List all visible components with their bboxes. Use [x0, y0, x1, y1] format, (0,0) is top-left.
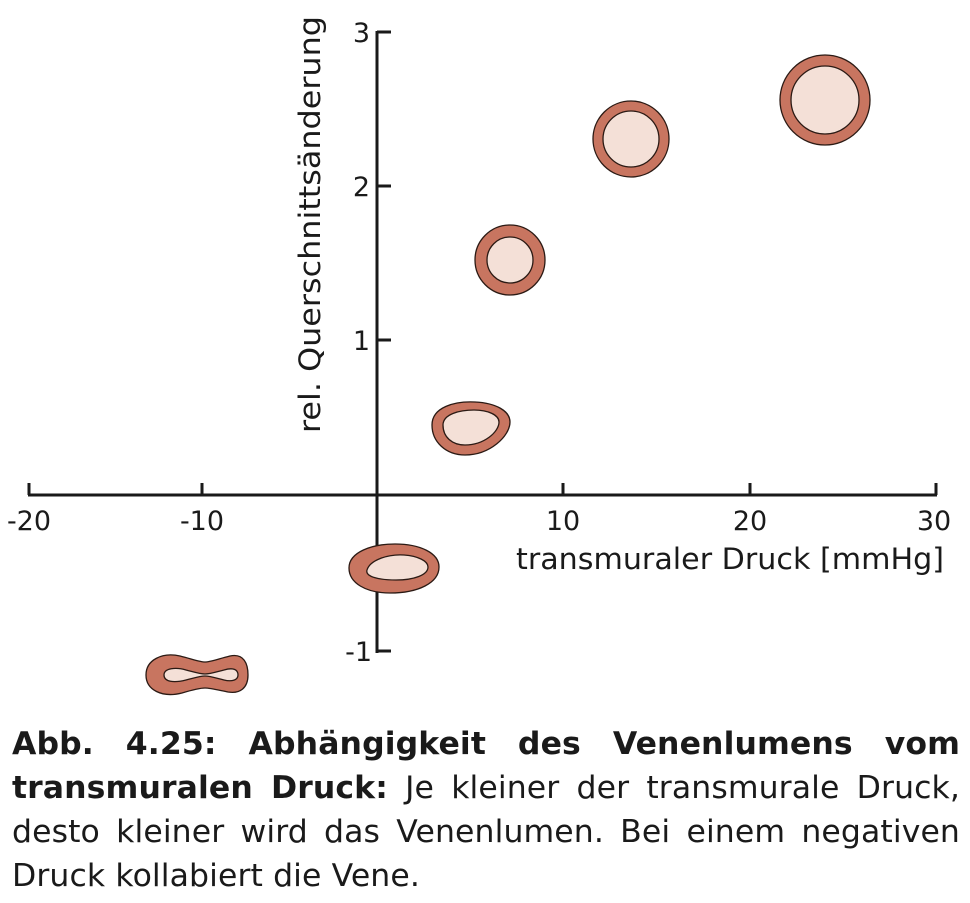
y-tick-label: -1 [345, 637, 372, 668]
vein-cross-section-flattened [348, 543, 440, 594]
y-tick-label: 3 [353, 18, 370, 49]
vein-lumen [163, 667, 239, 683]
y-tick-label: 2 [353, 172, 370, 203]
vein-cross-section-medium-circle [592, 100, 670, 178]
diagram: -20 -10 10 20 30 3 2 1 -1 transmuraler D… [7, 16, 951, 696]
vein-lumen [486, 236, 534, 284]
axes: -20 -10 10 20 30 3 2 1 -1 transmuraler D… [7, 16, 951, 668]
figure-caption: Abb. 4.25: Abhängigkeit des Venenlumens … [12, 722, 960, 898]
x-tick-label: 30 [917, 506, 951, 537]
vein-cross-section-large-circle [779, 54, 871, 146]
vein-cross-section-collapsed [145, 654, 249, 696]
y-tick-label: 1 [353, 326, 370, 357]
x-tick-label: -20 [7, 506, 51, 537]
vein-lumen [442, 409, 500, 446]
x-tick-label: -10 [180, 506, 224, 537]
x-tick-label: 10 [546, 506, 580, 537]
vein-lumen [366, 554, 429, 581]
caption-text: Je kleiner der transmurale Druck, desto … [12, 770, 961, 894]
x-axis-title: transmuraler Druck [mmHg] [516, 542, 944, 576]
vein-lumen [790, 65, 860, 135]
vein-cross-section-small-circle [474, 224, 546, 296]
vein-lumen [602, 110, 660, 168]
caption-title: Abb. 4.25: Abhängigkeit des Venenlumens … [12, 726, 960, 806]
vein-cross-sections [145, 54, 871, 696]
y-axis-title: rel. Querschnittsänderung [293, 16, 327, 433]
x-tick-label: 20 [733, 506, 767, 537]
vein-cross-section-oval [431, 401, 511, 456]
